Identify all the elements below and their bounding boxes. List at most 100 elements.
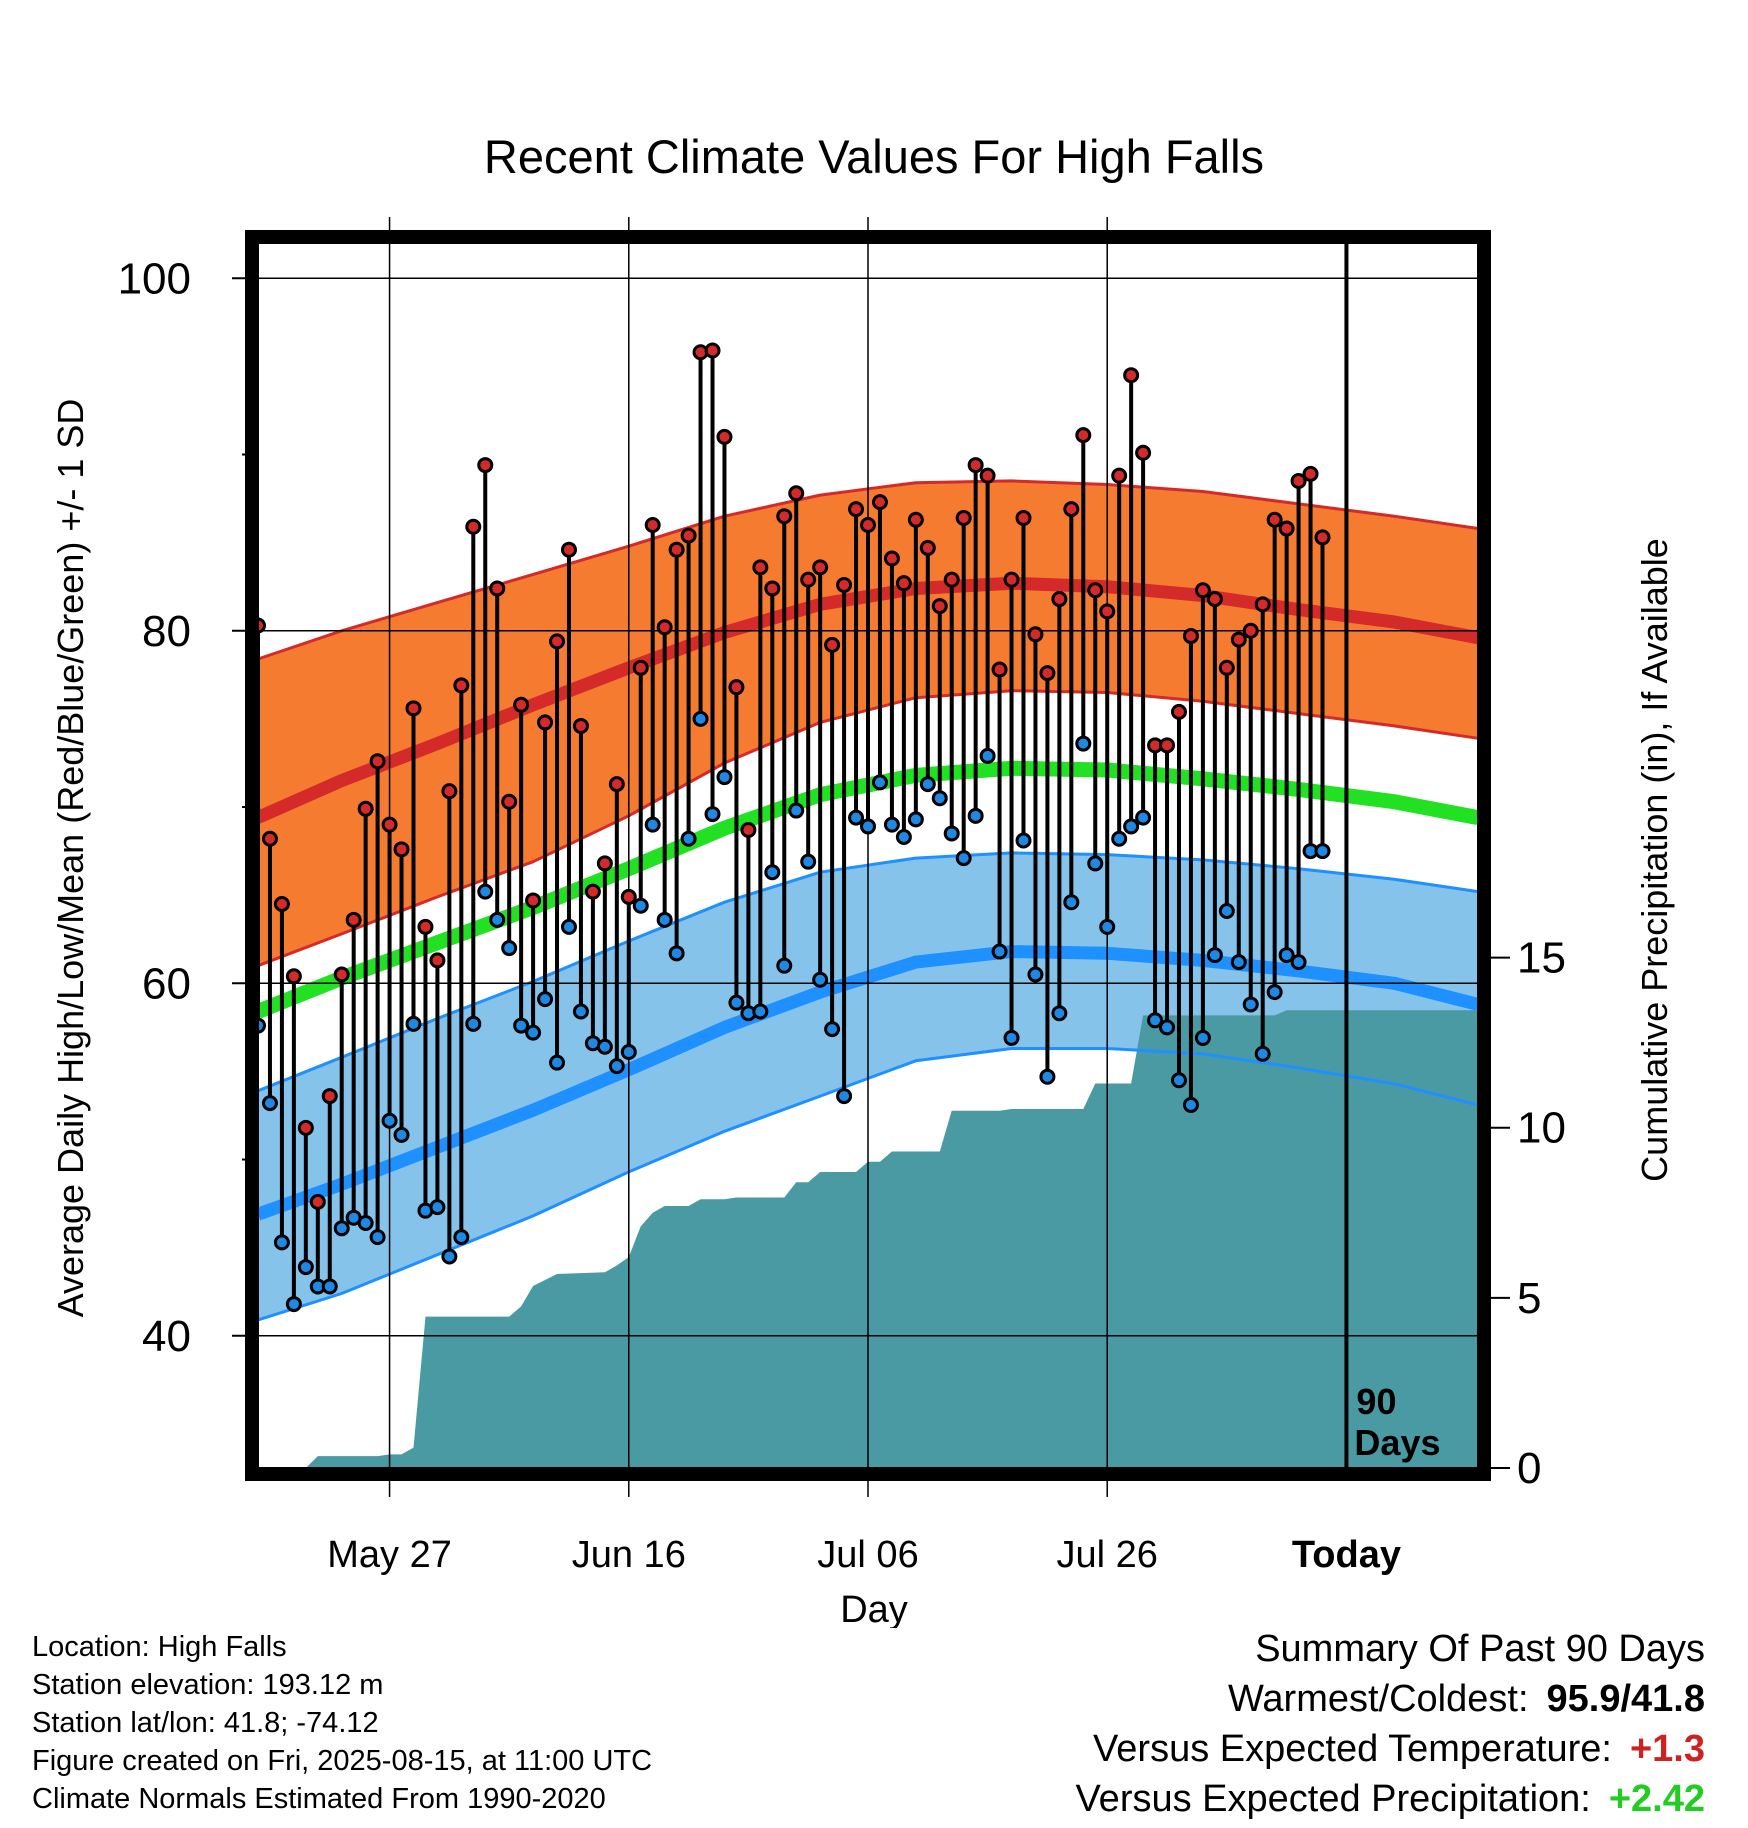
temperature-departure-value: +1.3: [1629, 1728, 1705, 1770]
daily-low-point: [537, 991, 554, 1008]
daily-low-point: [405, 1015, 422, 1032]
daily-low-point: [919, 776, 936, 793]
daily-high-point: [1206, 591, 1223, 608]
daily-low-point: [991, 943, 1008, 960]
daily-high-point: [871, 494, 888, 511]
daily-high-point: [381, 816, 398, 833]
daily-low-point: [429, 1199, 446, 1216]
daily-low-point: [871, 774, 888, 791]
y2-tick-label: 0: [1517, 1444, 1541, 1493]
daily-high-point: [967, 457, 984, 474]
daily-low-point: [477, 883, 494, 900]
daily-low-point: [812, 971, 829, 988]
today-days-label: Days: [1354, 1422, 1440, 1463]
daily-low-point: [1075, 735, 1092, 752]
daily-high-point: [1135, 444, 1152, 461]
daily-high-point: [752, 559, 769, 576]
daily-low-point: [680, 830, 697, 847]
daily-low-point: [860, 818, 876, 835]
daily-low-point: [1314, 843, 1331, 860]
daily-high-point: [1194, 582, 1211, 599]
daily-high-point: [333, 966, 350, 983]
daily-low-point: [967, 807, 984, 824]
x-tick-label: Jul 06: [817, 1534, 918, 1576]
daily-high-point: [429, 952, 446, 969]
daily-high-point: [285, 968, 302, 985]
y2-tick-label: 5: [1517, 1274, 1541, 1323]
daily-low-point: [1278, 947, 1295, 964]
daily-low-point: [1027, 966, 1044, 983]
temperature-departure-row: Versus Expected Temperature: +1.3: [1075, 1724, 1705, 1774]
daily-low-point: [1015, 832, 1032, 849]
x-tick-label: May 27: [327, 1534, 452, 1576]
daily-low-point: [895, 828, 912, 845]
y-tick-label: 80: [142, 607, 191, 656]
daily-low-point: [1051, 1005, 1068, 1022]
daily-low-point: [1182, 1096, 1199, 1113]
y2-tick-label: 10: [1517, 1104, 1566, 1153]
daily-high-point: [1051, 591, 1068, 608]
daily-high-point: [1182, 628, 1199, 645]
daily-high-point: [919, 539, 936, 556]
daily-low-point: [1003, 1029, 1020, 1046]
daily-low-point: [333, 1220, 350, 1237]
y-tick-label: 40: [142, 1312, 191, 1361]
daily-low-point: [1159, 1019, 1176, 1036]
daily-low-point: [620, 1044, 637, 1061]
daily-high-point: [489, 580, 506, 597]
daily-low-point: [321, 1278, 338, 1295]
daily-low-point: [692, 710, 709, 727]
daily-low-point: [608, 1058, 625, 1075]
daily-low-point: [1087, 855, 1104, 872]
daily-high-point: [680, 527, 697, 544]
daily-low-point: [1290, 954, 1307, 971]
daily-high-point: [776, 508, 793, 525]
daily-low-point: [441, 1248, 458, 1265]
daily-high-point: [393, 841, 410, 858]
daily-low-point: [1254, 1045, 1271, 1062]
location-text: Location: High Falls: [32, 1631, 287, 1663]
warmest-coldest-value: 95.9/41.8: [1546, 1678, 1705, 1720]
daily-high-point: [513, 696, 530, 713]
daily-low-point: [1111, 830, 1128, 847]
daily-low-point: [1194, 1029, 1211, 1046]
precipitation-departure-label: Versus Expected Precipitation:: [1075, 1778, 1591, 1820]
daily-high-point: [345, 911, 362, 928]
daily-high-point: [1039, 665, 1056, 682]
x-tick-label: Jun 16: [572, 1534, 686, 1576]
daily-high-point: [1075, 427, 1092, 444]
daily-low-point: [393, 1126, 410, 1143]
daily-low-point: [943, 825, 960, 842]
daily-high-point: [931, 598, 948, 615]
daily-low-point: [632, 897, 649, 914]
daily-high-point: [1314, 529, 1331, 546]
daily-high-point: [740, 821, 757, 838]
daily-low-point: [656, 911, 673, 928]
daily-high-point: [955, 509, 972, 526]
daily-low-point: [979, 747, 996, 764]
daily-high-point: [1003, 571, 1020, 588]
daily-high-point: [1099, 603, 1116, 620]
daily-high-point: [1230, 631, 1247, 648]
precipitation-departure-row: Versus Expected Precipitation: +2.42: [1075, 1774, 1705, 1824]
daily-high-point: [273, 895, 290, 912]
daily-low-point: [716, 769, 733, 786]
daily-low-point: [824, 1021, 841, 1038]
daily-low-point: [1063, 894, 1080, 911]
daily-high-point: [860, 517, 876, 534]
daily-high-point: [560, 541, 577, 558]
daily-low-point: [788, 802, 805, 819]
daily-high-point: [764, 580, 781, 597]
daily-high-point: [812, 559, 829, 576]
plot-frame: [245, 230, 1491, 1481]
daily-high-point: [572, 717, 589, 734]
daily-low-point: [285, 1296, 302, 1313]
daily-high-point: [788, 485, 805, 502]
daily-high-point: [537, 714, 554, 731]
daily-low-point: [357, 1215, 374, 1231]
daily-low-point: [776, 957, 793, 974]
daily-low-point: [883, 816, 900, 833]
daily-low-point: [297, 1259, 314, 1276]
daily-low-point: [560, 918, 577, 935]
